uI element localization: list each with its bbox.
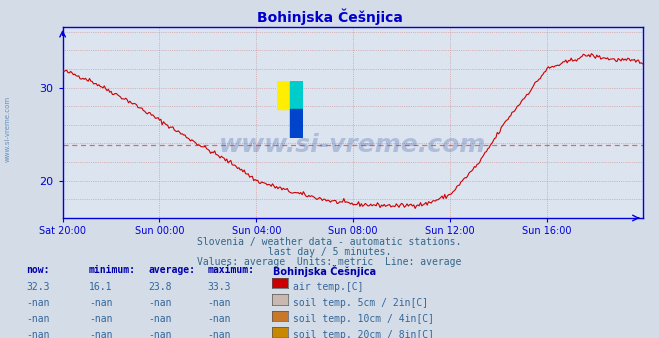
Text: Sun 12:00: Sun 12:00 [425, 226, 475, 237]
Text: Values: average  Units: metric  Line: average: Values: average Units: metric Line: aver… [197, 257, 462, 267]
Bar [277, 80, 290, 109]
Text: soil temp. 20cm / 8in[C]: soil temp. 20cm / 8in[C] [293, 330, 434, 338]
Text: 16.1: 16.1 [89, 282, 113, 292]
Text: air temp.[C]: air temp.[C] [293, 282, 364, 292]
Text: -nan: -nan [26, 298, 50, 308]
Text: www.si-vreme.com: www.si-vreme.com [5, 95, 11, 162]
Text: Slovenia / weather data - automatic stations.: Slovenia / weather data - automatic stat… [197, 237, 462, 247]
Text: -nan: -nan [208, 330, 231, 338]
Text: Sun 04:00: Sun 04:00 [231, 226, 281, 237]
Text: -nan: -nan [26, 314, 50, 324]
Text: now:: now: [26, 265, 50, 275]
Text: Bohinjska Češnjica: Bohinjska Češnjica [256, 8, 403, 25]
Bar [290, 109, 303, 138]
Text: -nan: -nan [148, 314, 172, 324]
Text: -nan: -nan [26, 330, 50, 338]
Text: Sun 16:00: Sun 16:00 [522, 226, 572, 237]
Text: maximum:: maximum: [208, 265, 254, 275]
Text: 33.3: 33.3 [208, 282, 231, 292]
Text: 23.8: 23.8 [148, 282, 172, 292]
Text: soil temp. 5cm / 2in[C]: soil temp. 5cm / 2in[C] [293, 298, 428, 308]
Text: -nan: -nan [89, 314, 113, 324]
Text: soil temp. 10cm / 4in[C]: soil temp. 10cm / 4in[C] [293, 314, 434, 324]
Text: -nan: -nan [89, 330, 113, 338]
Text: last day / 5 minutes.: last day / 5 minutes. [268, 247, 391, 257]
Text: www.si-vreme.com: www.si-vreme.com [219, 134, 486, 158]
Text: Bohinjska Češnjica: Bohinjska Češnjica [273, 265, 376, 277]
Text: Sun 00:00: Sun 00:00 [134, 226, 185, 237]
Text: -nan: -nan [148, 330, 172, 338]
Bar [290, 80, 303, 109]
Text: -nan: -nan [89, 298, 113, 308]
Text: Sun 08:00: Sun 08:00 [328, 226, 378, 237]
Text: minimum:: minimum: [89, 265, 136, 275]
Text: 32.3: 32.3 [26, 282, 50, 292]
Text: -nan: -nan [208, 314, 231, 324]
Text: -nan: -nan [208, 298, 231, 308]
Text: Sat 20:00: Sat 20:00 [39, 226, 86, 237]
Text: -nan: -nan [148, 298, 172, 308]
Text: average:: average: [148, 265, 195, 275]
